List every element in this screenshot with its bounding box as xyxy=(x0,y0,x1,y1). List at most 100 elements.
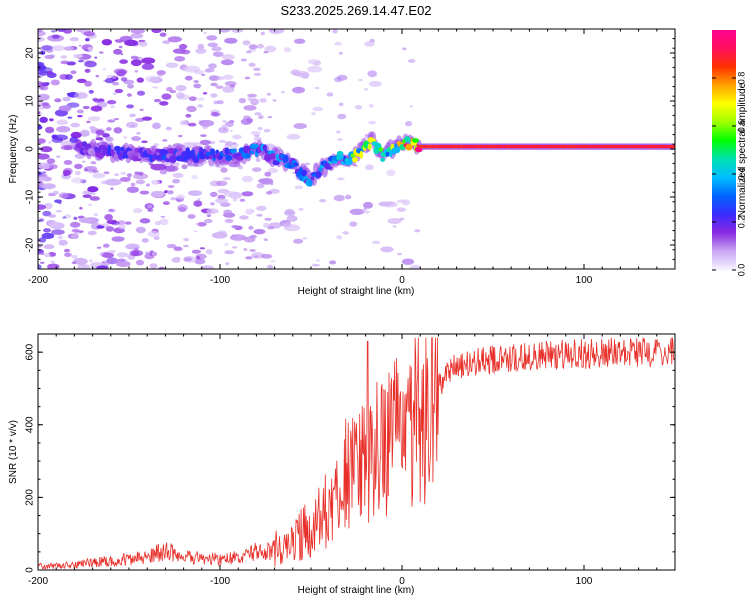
ridge-blob xyxy=(209,154,213,160)
noise-blob xyxy=(74,163,83,169)
ridge-blob xyxy=(113,153,119,161)
noise-blob xyxy=(157,74,163,77)
noise-blob xyxy=(243,115,251,120)
noise-blob xyxy=(224,37,238,44)
noise-blob xyxy=(358,78,363,82)
ridge-blob xyxy=(110,149,115,155)
colorbar-step xyxy=(712,254,736,257)
snr-series-line xyxy=(38,337,675,570)
noise-blob xyxy=(250,131,261,135)
colorbar-tick-label: 0.2 xyxy=(736,216,746,229)
noise-blob xyxy=(130,29,145,34)
noise-blob xyxy=(212,51,224,57)
noise-blob xyxy=(130,59,142,67)
noise-blob xyxy=(151,251,158,257)
colorbar-step xyxy=(712,62,736,65)
colorbar-step xyxy=(712,146,736,149)
noise-blob xyxy=(150,190,165,198)
noise-blob xyxy=(267,116,272,119)
noise-blob xyxy=(130,33,144,39)
ridge-blob xyxy=(134,147,140,153)
noise-blob xyxy=(159,32,167,37)
noise-blob xyxy=(131,136,142,142)
noise-blob xyxy=(38,264,42,269)
noise-blob xyxy=(256,205,267,212)
noise-blob xyxy=(183,237,190,242)
noise-blob xyxy=(229,234,247,241)
noise-blob xyxy=(89,259,93,263)
noise-blob xyxy=(242,40,251,46)
noise-blob xyxy=(191,249,202,254)
noise-blob xyxy=(204,69,212,73)
noise-blob xyxy=(396,199,405,203)
noise-blob xyxy=(90,105,103,112)
noise-blob xyxy=(162,139,168,142)
noise-blob xyxy=(194,223,200,225)
colorbar-step xyxy=(712,180,736,183)
spectrogram-x-label: Height of straight line (km) xyxy=(298,286,415,297)
colorbar-step xyxy=(712,80,736,83)
noise-blob xyxy=(42,183,56,190)
noise-blob xyxy=(238,97,246,104)
noise-blob xyxy=(218,126,229,134)
colorbar-step xyxy=(712,48,736,51)
noise-blob xyxy=(52,190,59,195)
noise-blob xyxy=(38,125,43,130)
colorbar-tick-label: 0.8 xyxy=(736,72,746,85)
colorbar-step xyxy=(712,140,736,143)
noise-blob xyxy=(132,173,149,180)
colorbar-step xyxy=(712,260,736,263)
noise-blob xyxy=(264,171,272,177)
noise-blob xyxy=(38,237,47,243)
noise-blob xyxy=(178,134,183,138)
colorbar-step xyxy=(712,142,736,145)
colorbar-step xyxy=(712,178,736,181)
colorbar-step xyxy=(712,184,736,187)
noise-blob xyxy=(173,246,183,252)
noise-blob xyxy=(123,136,128,139)
noise-blob xyxy=(43,228,51,233)
colorbar-step xyxy=(712,158,736,161)
noise-blob xyxy=(160,215,166,218)
noise-blob xyxy=(193,83,202,89)
noise-blob xyxy=(286,133,301,140)
noise-blob xyxy=(135,179,146,185)
noise-blob xyxy=(54,199,62,203)
noise-blob xyxy=(283,222,292,228)
noise-blob xyxy=(263,129,271,133)
x-tick-label: -100 xyxy=(210,275,230,286)
noise-blob xyxy=(62,169,71,176)
noise-blob xyxy=(40,251,45,256)
noise-blob xyxy=(145,75,159,83)
noise-blob xyxy=(253,229,266,235)
x-tick-label: 100 xyxy=(576,275,593,286)
noise-blob xyxy=(241,175,254,183)
noise-blob xyxy=(257,127,263,131)
noise-blob xyxy=(239,198,246,202)
colorbar-step xyxy=(712,224,736,227)
colorbar-step xyxy=(712,112,736,115)
noise-blob xyxy=(371,240,381,244)
noise-blob xyxy=(71,177,84,184)
noise-blob xyxy=(104,78,115,84)
noise-blob xyxy=(221,54,235,60)
noise-blob xyxy=(314,86,320,90)
colorbar-step xyxy=(712,196,736,199)
noise-blob xyxy=(338,51,343,55)
noise-blob xyxy=(104,178,122,186)
noise-blob xyxy=(272,99,277,102)
noise-blob xyxy=(107,119,116,123)
noise-blob xyxy=(90,192,96,195)
noise-blob xyxy=(230,130,233,132)
noise-blob xyxy=(76,29,84,33)
noise-blob xyxy=(78,131,90,137)
ridge-blob xyxy=(367,143,372,151)
noise-blob xyxy=(60,145,73,151)
noise-blob xyxy=(345,194,352,200)
noise-blob xyxy=(199,139,211,146)
colorbar-step xyxy=(712,82,736,85)
ridge-blob xyxy=(346,158,354,164)
colorbar-step xyxy=(712,92,736,95)
noise-blob xyxy=(255,158,261,162)
noise-blob xyxy=(154,221,161,226)
